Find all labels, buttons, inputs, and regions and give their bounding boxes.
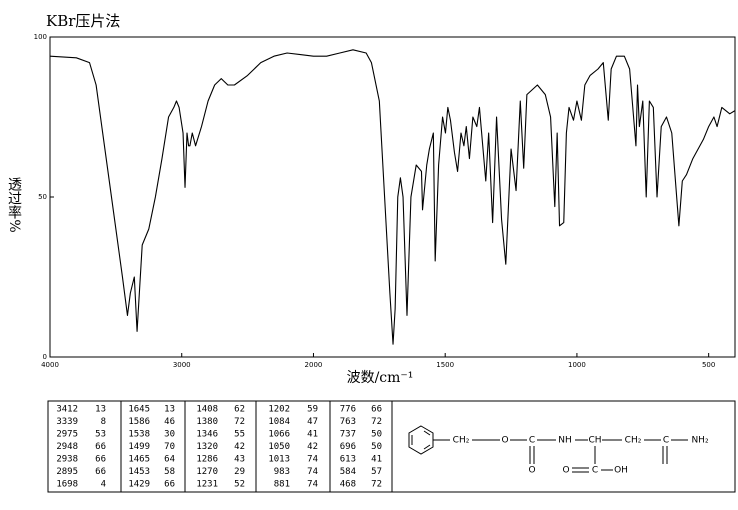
peak-wavenumber: 2948	[56, 442, 78, 452]
atom-label: C	[529, 436, 535, 446]
peak-wavenumber: 1013	[268, 455, 290, 465]
peak-wavenumber: 1698	[56, 480, 78, 490]
peak-wavenumber: 1320	[196, 442, 218, 452]
x-tick-label: 2000	[305, 361, 323, 369]
atom-label: CH₂	[625, 436, 642, 446]
peak-wavenumber: 1429	[128, 480, 150, 490]
peak-transmittance: 13	[95, 405, 106, 415]
atom-label: C	[663, 436, 669, 446]
peak-transmittance: 66	[371, 405, 382, 415]
peak-wavenumber: 2975	[56, 430, 78, 440]
atom-label: NH₂	[691, 436, 709, 446]
peak-transmittance: 72	[234, 417, 245, 427]
peak-wavenumber: 776	[340, 405, 356, 415]
peak-wavenumber: 1066	[268, 430, 290, 440]
atom-label: OH	[614, 466, 628, 476]
peak-wavenumber: 468	[340, 480, 356, 490]
peak-wavenumber: 1645	[128, 405, 150, 415]
atom-label: NH	[558, 436, 572, 446]
peak-transmittance: 41	[307, 430, 318, 440]
peak-wavenumber: 1231	[196, 480, 218, 490]
x-tick-label: 500	[702, 361, 715, 369]
atom-label: CH₂	[453, 436, 470, 446]
peak-transmittance: 72	[371, 417, 382, 427]
peak-wavenumber: 1465	[128, 455, 150, 465]
x-tick-label: 3000	[173, 361, 191, 369]
peak-transmittance: 58	[164, 467, 175, 477]
peak-transmittance: 29	[234, 467, 245, 477]
peak-wavenumber: 737	[340, 430, 356, 440]
peak-transmittance: 57	[371, 467, 382, 477]
x-tick-label: 4000	[41, 361, 59, 369]
atom-label: C	[592, 466, 598, 476]
y-tick-label: 0	[43, 353, 47, 361]
x-tick-label: 1000	[568, 361, 586, 369]
peak-transmittance: 50	[371, 430, 382, 440]
plot-frame	[49, 36, 736, 358]
y-axis-label: 透过率%	[6, 177, 22, 232]
peak-wavenumber: 1586	[128, 417, 150, 427]
peak-transmittance: 74	[307, 480, 318, 490]
peak-transmittance: 46	[164, 417, 175, 427]
peak-transmittance: 8	[101, 417, 106, 427]
peak-transmittance: 42	[234, 442, 245, 452]
peak-wavenumber: 1202	[268, 405, 290, 415]
x-axis-label: 波数/cm⁻¹	[347, 370, 414, 386]
peak-transmittance: 59	[307, 405, 318, 415]
peak-wavenumber: 1453	[128, 467, 150, 477]
peak-wavenumber: 763	[340, 417, 356, 427]
y-tick-label: 50	[38, 193, 47, 201]
peak-wavenumber: 1408	[196, 405, 218, 415]
peak-wavenumber: 881	[274, 480, 290, 490]
peak-transmittance: 4	[101, 480, 106, 490]
peak-transmittance: 62	[234, 405, 245, 415]
peak-transmittance: 47	[307, 417, 318, 427]
x-tick-label: 1500	[436, 361, 454, 369]
peak-transmittance: 64	[164, 455, 175, 465]
peak-transmittance: 13	[164, 405, 175, 415]
peak-transmittance: 72	[371, 480, 382, 490]
peak-transmittance: 41	[371, 455, 382, 465]
peak-transmittance: 66	[95, 442, 106, 452]
y-tick-label: 100	[34, 33, 47, 41]
chart-title: KBr压片法	[46, 12, 120, 30]
atom-label: O	[528, 466, 535, 476]
peak-transmittance: 52	[234, 480, 245, 490]
peak-wavenumber: 2938	[56, 455, 78, 465]
peak-wavenumber: 1380	[196, 417, 218, 427]
peak-wavenumber: 613	[340, 455, 356, 465]
peak-transmittance: 30	[164, 430, 175, 440]
peak-wavenumber: 696	[340, 442, 356, 452]
peak-wavenumber: 1050	[268, 442, 290, 452]
peak-transmittance: 70	[164, 442, 175, 452]
peak-transmittance: 74	[307, 455, 318, 465]
peak-transmittance: 66	[95, 467, 106, 477]
peak-transmittance: 42	[307, 442, 318, 452]
peak-transmittance: 66	[95, 455, 106, 465]
structure-bonds	[408, 425, 688, 473]
atom-label: O	[562, 466, 569, 476]
peak-wavenumber: 1499	[128, 442, 150, 452]
peak-wavenumber: 1346	[196, 430, 218, 440]
peak-transmittance: 55	[234, 430, 245, 440]
peak-wavenumber: 1084	[268, 417, 290, 427]
peak-transmittance: 66	[164, 480, 175, 490]
peak-wavenumber: 1270	[196, 467, 218, 477]
peak-wavenumber: 584	[340, 467, 356, 477]
atom-label: O	[501, 436, 508, 446]
peak-transmittance: 74	[307, 467, 318, 477]
table-dividers	[120, 401, 393, 492]
peak-transmittance: 43	[234, 455, 245, 465]
atom-label: CH	[588, 436, 601, 446]
peak-wavenumber: 983	[274, 467, 290, 477]
spectrum-line	[49, 49, 736, 345]
peak-wavenumber: 2895	[56, 467, 78, 477]
peak-transmittance: 53	[95, 430, 106, 440]
peak-wavenumber: 3339	[56, 417, 78, 427]
peak-transmittance: 50	[371, 442, 382, 452]
peak-wavenumber: 1286	[196, 455, 218, 465]
peak-wavenumber: 3412	[56, 405, 78, 415]
peak-wavenumber: 1538	[128, 430, 150, 440]
